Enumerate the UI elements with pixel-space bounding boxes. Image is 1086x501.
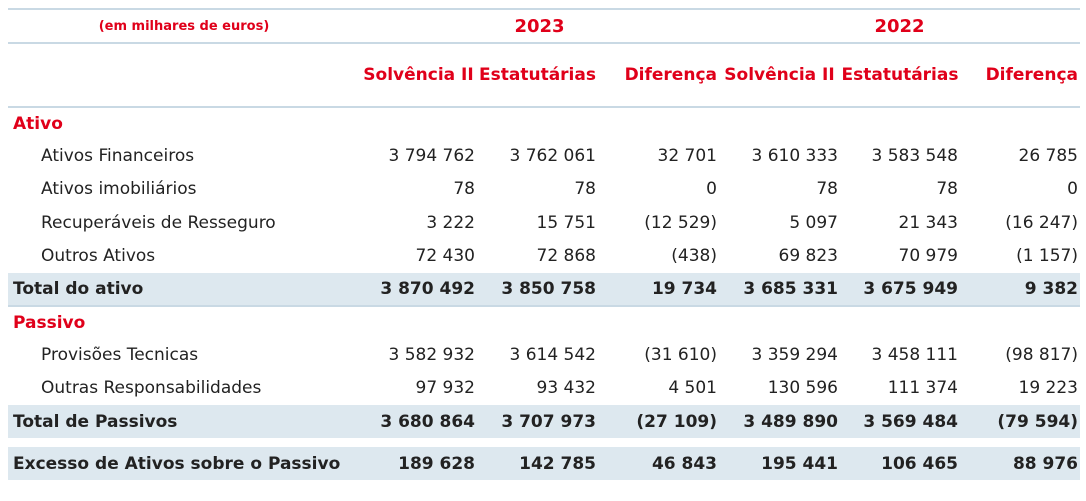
units-label: (em milhares de euros) (8, 8, 360, 44)
cell-value: 3 850 758 (477, 273, 598, 306)
row-label: Total de Passivos (8, 405, 360, 438)
table-row: Outros Ativos 72 430 72 868 (438) 69 823… (8, 240, 1080, 274)
cell-value: 32 701 (657, 145, 717, 166)
cell-value: (12 529) (644, 212, 717, 233)
cell-value: 70 979 (898, 246, 958, 267)
row-label: Ativos Financeiros (41, 145, 195, 166)
column-header-blank (8, 43, 360, 108)
cell-value: 3 614 542 (509, 344, 596, 365)
cell-value: 3 707 973 (477, 405, 598, 438)
col-diferenca-2022: Diferença (960, 43, 1080, 108)
cell-value: 3 610 333 (751, 145, 838, 166)
total-passivo-row: Total de Passivos 3 680 864 3 707 973 (2… (8, 405, 1080, 438)
cell-value: 0 (1067, 179, 1078, 200)
cell-value: 142 785 (477, 447, 598, 480)
section-passivo: Passivo (8, 305, 1080, 338)
cell-value: 3 582 932 (388, 344, 475, 365)
cell-value: 19 734 (598, 273, 719, 306)
cell-value: (1 157) (1016, 246, 1078, 267)
row-label: Recuperáveis de Resseguro (41, 212, 276, 233)
cell-value: 5 097 (789, 212, 838, 233)
spacer-row (8, 438, 1080, 447)
table-row: Ativos Financeiros 3 794 762 3 762 061 3… (8, 139, 1080, 173)
cell-value: 3 222 (426, 212, 475, 233)
excess-row: Excesso de Ativos sobre o Passivo 189 62… (8, 447, 1080, 480)
cell-value: 111 374 (887, 378, 958, 399)
row-label: Outros Ativos (41, 246, 156, 267)
cell-value: 3 458 111 (871, 344, 958, 365)
cell-value: 195 441 (719, 447, 840, 480)
cell-value: 88 976 (960, 447, 1080, 480)
col-estatutarias-2023: Estatutárias (477, 43, 598, 108)
table-row: Provisões Tecnicas 3 582 932 3 614 542 (… (8, 338, 1080, 372)
cell-value: 9 382 (960, 273, 1080, 306)
cell-value: 15 751 (536, 212, 596, 233)
total-ativo-row: Total do ativo 3 870 492 3 850 758 19 73… (8, 273, 1080, 306)
cell-value: (438) (671, 246, 717, 267)
cell-value: 78 (574, 179, 596, 200)
col-solvencia-2022: Solvência II (719, 43, 840, 108)
year-header-row: (em milhares de euros) 2023 2022 (8, 8, 1080, 44)
cell-value: 3 489 890 (719, 405, 840, 438)
column-header-row: Solvência II Estatutárias Diferença Solv… (8, 43, 1080, 108)
section-title-passivo: Passivo (8, 305, 1080, 338)
cell-value: (98 817) (1005, 344, 1078, 365)
row-label: Ativos imobiliários (41, 179, 197, 200)
cell-value: (79 594) (960, 405, 1080, 438)
cell-value: 3 762 061 (509, 145, 596, 166)
cell-value: 78 (936, 179, 958, 200)
cell-value: (27 109) (598, 405, 719, 438)
year-2022-header: 2022 (719, 8, 1080, 44)
cell-value: 3 685 331 (719, 273, 840, 306)
table-row: Ativos imobiliários 78 78 0 78 78 0 (8, 173, 1080, 207)
cell-value: (16 247) (1005, 212, 1078, 233)
col-diferenca-2023: Diferença (598, 43, 719, 108)
section-title-ativo: Ativo (13, 113, 63, 134)
balance-sheet-table: (em milhares de euros) 2023 2022 Solvênc… (8, 8, 1080, 480)
year-2023-header: 2023 (360, 8, 719, 44)
row-label: Outras Responsabilidades (41, 378, 262, 399)
cell-value: 130 596 (767, 378, 838, 399)
cell-value: 106 465 (840, 447, 960, 480)
table-row: Recuperáveis de Resseguro 3 222 15 751 (… (8, 206, 1080, 240)
cell-value: 78 (816, 179, 838, 200)
cell-value: 3 870 492 (360, 273, 477, 306)
col-solvencia-2023: Solvência II (360, 43, 477, 108)
cell-value: 78 (453, 179, 475, 200)
col-estatutarias-2022: Estatutárias (840, 43, 960, 108)
cell-value: 26 785 (1018, 145, 1078, 166)
cell-value: 3 359 294 (751, 344, 838, 365)
cell-value: 3 675 949 (840, 273, 960, 306)
cell-value: 3 583 548 (871, 145, 958, 166)
cell-value: 3 794 762 (388, 145, 475, 166)
spacer-cell (8, 438, 1080, 447)
table-row: Outras Responsabilidades 97 932 93 432 4… (8, 372, 1080, 406)
cell-value: 97 932 (415, 378, 475, 399)
cell-value: 72 868 (536, 246, 596, 267)
cell-value: 21 343 (898, 212, 958, 233)
cell-value: 19 223 (1018, 378, 1078, 399)
cell-value: (31 610) (644, 344, 717, 365)
cell-value: 4 501 (668, 378, 717, 399)
cell-value: 93 432 (536, 378, 596, 399)
row-label: Provisões Tecnicas (41, 344, 199, 365)
cell-value: 3 680 864 (360, 405, 477, 438)
section-ativo: Ativo (8, 107, 1080, 139)
row-label: Excesso de Ativos sobre o Passivo (8, 447, 360, 480)
cell-value: 72 430 (415, 246, 475, 267)
cell-value: 189 628 (360, 447, 477, 480)
cell-value: 69 823 (778, 246, 838, 267)
cell-value: 46 843 (598, 447, 719, 480)
cell-value: 0 (706, 179, 717, 200)
row-label: Total do ativo (8, 273, 360, 306)
cell-value: 3 569 484 (840, 405, 960, 438)
